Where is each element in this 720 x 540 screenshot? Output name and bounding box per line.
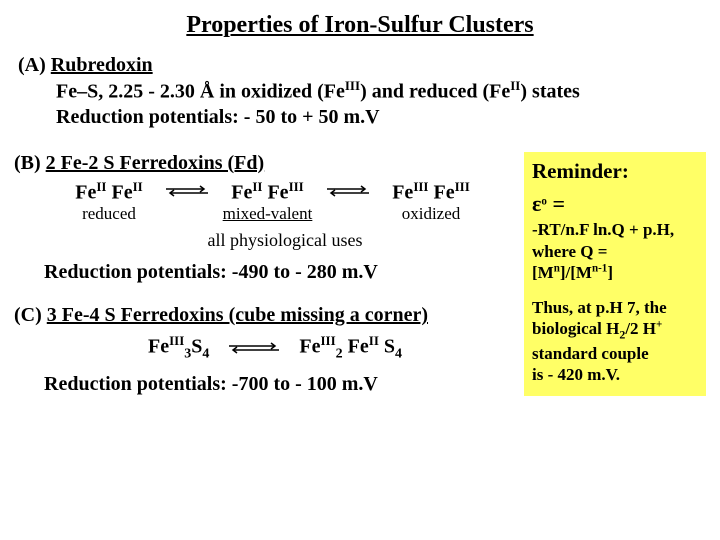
b-sp2b-sup: III xyxy=(289,179,304,194)
a-line1-b: ) and reduced (Fe xyxy=(360,81,510,103)
rem-l3c: ] xyxy=(607,263,613,282)
section-c-heading: 3 Fe-4 S Ferredoxins (cube missing a cor… xyxy=(47,304,428,326)
a-sup2: II xyxy=(510,78,520,93)
c-la: Fe xyxy=(148,336,169,358)
section-a-label: (A) xyxy=(18,54,46,76)
b-allphys: all physiological uses xyxy=(54,230,516,251)
section-c-label: (C) xyxy=(14,304,42,326)
c-la-sup: III xyxy=(169,333,184,348)
a-line1-a: Fe–S, 2.25 - 2.30 Å in oxidized (Fe xyxy=(56,81,345,103)
rem-l2: where Q = xyxy=(532,241,698,262)
b-sp1a: Fe xyxy=(75,181,96,203)
b-redpot: Reduction potentials: -490 to - 280 m.V xyxy=(44,261,516,284)
reminder-box: Reminder: εo = -RT/n.F ln.Q + p.H, where… xyxy=(524,152,706,396)
reminder-heading: Reminder: xyxy=(532,158,698,184)
b-sp2a-sup: II xyxy=(252,179,262,194)
rem-l4: Thus, at p.H 7, the xyxy=(532,297,698,318)
section-c: (C) 3 Fe-4 S Ferredoxins (cube missing a… xyxy=(14,304,516,396)
b-species-row: FeII FeII FeII FeIII FeIII FeIII xyxy=(64,179,516,205)
b-sp2b: Fe xyxy=(262,181,288,203)
c-rb-sup: II xyxy=(369,333,379,348)
a-line2: Reduction potentials: - 50 to + 50 m.V xyxy=(56,105,706,130)
section-b: (B) 2 Fe-2 S Ferredoxins (Fd) FeII FeII … xyxy=(14,152,516,285)
c-lb-sub: 4 xyxy=(202,347,209,362)
rem-l3a: [M xyxy=(532,263,554,282)
a-sup1: III xyxy=(345,78,360,93)
section-a: (A) Rubredoxin Fe–S, 2.25 - 2.30 Å in ox… xyxy=(18,53,706,130)
b-sp3b: Fe xyxy=(429,181,455,203)
b-lbl-reduced: reduced xyxy=(64,204,154,224)
epsilon-eq: = xyxy=(547,191,565,216)
rem-l1: -RT/n.F ln.Q + p.H, xyxy=(532,219,698,240)
c-rc: S xyxy=(379,336,395,358)
c-ra-sup: III xyxy=(320,333,335,348)
a-line1-c: ) states xyxy=(520,81,579,103)
c-redpot: Reduction potentials: -700 to - 100 m.V xyxy=(44,373,516,396)
c-rc-sub: 4 xyxy=(395,347,402,362)
b-sp3a: Fe xyxy=(392,181,413,203)
rem-l5s2: + xyxy=(656,319,662,331)
rem-l6: standard couple xyxy=(532,343,698,364)
c-rb: Fe xyxy=(343,336,369,358)
c-ra: Fe xyxy=(299,336,320,358)
section-a-heading: Rubredoxin xyxy=(51,54,153,76)
rem-l7: is - 420 m.V. xyxy=(532,364,698,385)
rem-l5a: biological H xyxy=(532,319,619,338)
c-species-row: FeIII3S4 FeIII2 FeII S4 xyxy=(34,333,516,363)
epsilon: ε xyxy=(532,191,541,216)
slide-title: Properties of Iron-Sulfur Clusters xyxy=(14,12,706,39)
b-sp1b-sup: II xyxy=(133,179,143,194)
b-lbl-oxidized: oxidized xyxy=(381,204,481,224)
rem-l5b: /2 H xyxy=(625,319,656,338)
b-sp3b-sup: III xyxy=(455,179,470,194)
equilibrium-arrow-icon xyxy=(164,184,210,198)
section-b-heading: 2 Fe-2 S Ferredoxins (Fd) xyxy=(46,152,265,174)
b-lbl-mixed: mixed-valent xyxy=(220,204,315,224)
b-labels-row: reduced mixed-valent oxidized xyxy=(64,204,516,224)
c-lb: S xyxy=(191,336,202,358)
rem-l3b: ]/[M xyxy=(560,263,592,282)
rem-l3s2: n-1 xyxy=(592,262,607,274)
equilibrium-arrow-icon xyxy=(325,184,371,198)
b-sp3a-sup: III xyxy=(413,179,428,194)
b-sp1a-sup: II xyxy=(96,179,106,194)
equilibrium-arrow-icon xyxy=(227,341,281,355)
c-ra-sub: 2 xyxy=(336,347,343,362)
section-b-label: (B) xyxy=(14,152,41,174)
b-sp2a: Fe xyxy=(231,181,252,203)
b-sp1b: Fe xyxy=(107,181,133,203)
